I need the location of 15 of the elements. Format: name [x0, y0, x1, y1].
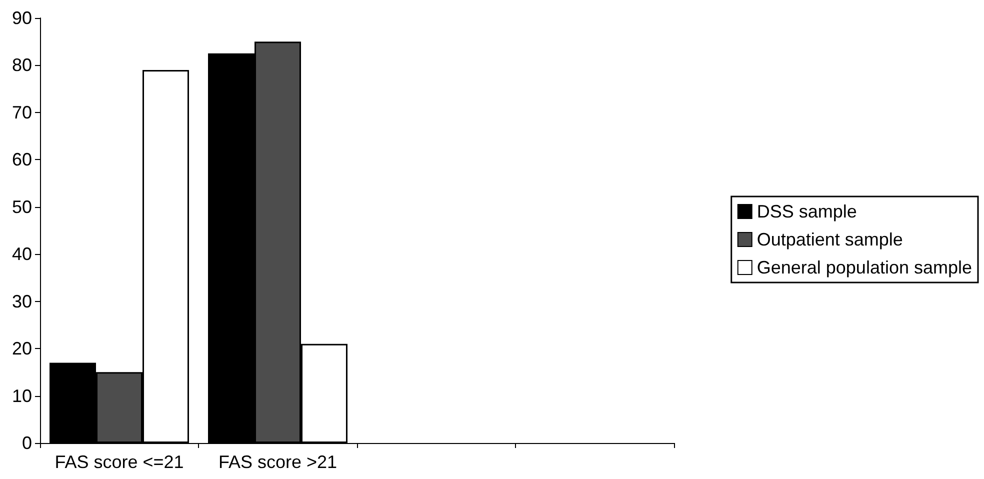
y-tick-label: 10 — [12, 386, 32, 406]
legend-label: General population sample — [756, 258, 972, 278]
y-tick-label: 40 — [12, 244, 32, 264]
x-tick-label: FAS score >21 — [218, 452, 338, 472]
y-tick-label: 30 — [12, 291, 32, 312]
y-tick-label: 0 — [22, 433, 32, 453]
y-tick-label: 90 — [12, 8, 32, 28]
legend-label: DSS sample — [756, 202, 857, 222]
y-tick-label: 50 — [12, 196, 32, 217]
y-tick-label: 60 — [12, 150, 32, 170]
y-tick-label: 20 — [12, 338, 32, 359]
y-tick-label: 70 — [12, 102, 32, 122]
y-tick-label: 80 — [12, 55, 32, 76]
x-tick-label: FAS score <=21 — [54, 452, 184, 472]
legend-label: Outpatient sample — [756, 230, 903, 250]
